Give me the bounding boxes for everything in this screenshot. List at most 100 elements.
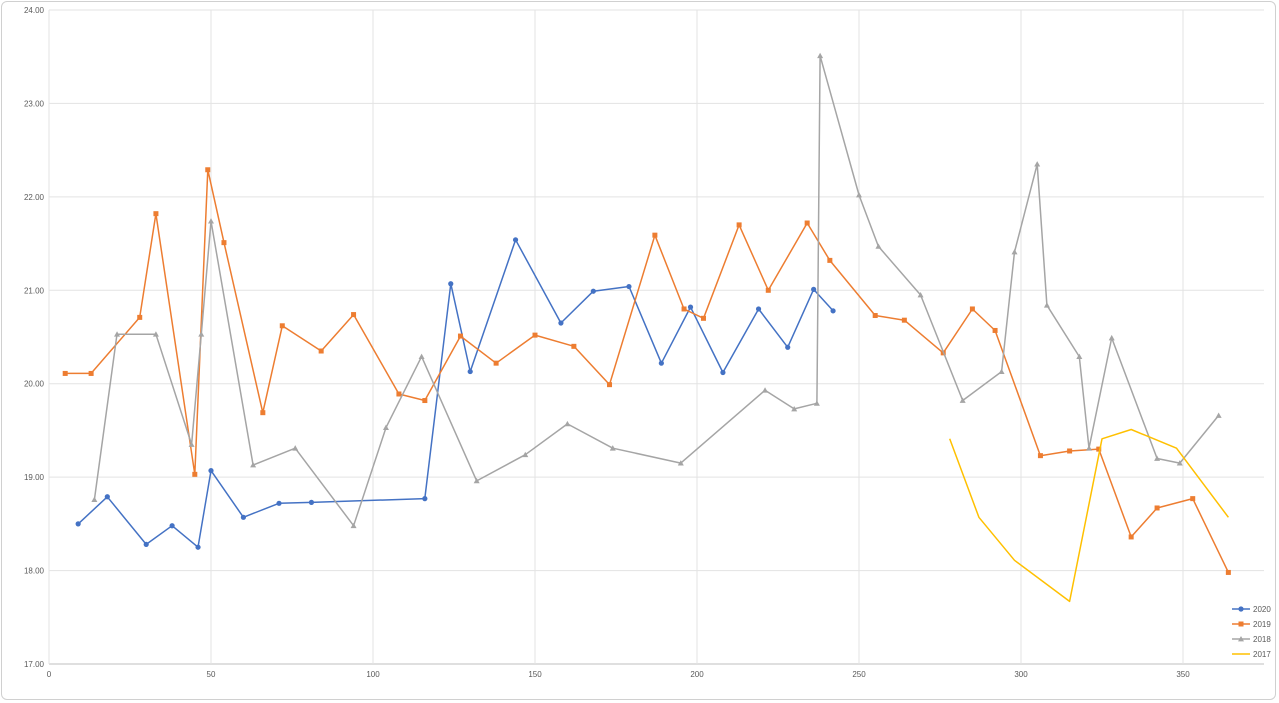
x-tick-label: 50 <box>207 670 216 679</box>
data-point-2018 <box>1108 334 1115 341</box>
x-tick-label: 0 <box>47 670 52 679</box>
gridlines <box>48 9 1264 665</box>
data-point-2019 <box>681 306 687 312</box>
data-point-2019 <box>88 370 94 376</box>
series-2019 <box>62 167 1231 575</box>
legend: 2020 2019 2018 2017 <box>1232 605 1271 659</box>
data-point-2019 <box>872 313 878 319</box>
data-point-2018 <box>677 460 684 466</box>
data-point-2019 <box>700 315 706 321</box>
data-point-2018 <box>1011 248 1018 255</box>
data-point-2020 <box>169 523 175 529</box>
data-point-2019 <box>221 240 227 246</box>
data-point-2018 <box>292 445 299 451</box>
axes: 17.00 18.00 19.00 20.00 21.00 22.00 23.00 24.00… <box>24 6 1190 679</box>
y-tick-label: 19.00 <box>24 473 45 482</box>
data-point-2018 <box>418 353 425 360</box>
y-tick-label: 17.00 <box>24 660 45 669</box>
data-point-2018 <box>1176 460 1183 466</box>
data-point-2018 <box>998 368 1005 374</box>
legend-label: 2017 <box>1253 650 1271 659</box>
data-point-2019 <box>532 332 538 338</box>
series-line-2018 <box>93 55 1220 527</box>
data-point-2020 <box>143 541 149 548</box>
data-point-2018 <box>813 400 820 406</box>
data-point-2020 <box>195 544 201 550</box>
data-point-2018 <box>791 405 798 412</box>
data-point-2019 <box>1128 534 1134 540</box>
data-point-2020 <box>422 496 428 502</box>
data-point-2018 <box>917 291 924 298</box>
data-point-2019 <box>804 220 810 226</box>
data-point-2019 <box>260 410 266 416</box>
data-point-2020 <box>448 281 454 287</box>
data-point-2020 <box>240 514 246 520</box>
data-point-2020 <box>785 344 791 350</box>
data-point-2020 <box>687 304 694 310</box>
data-point-2019 <box>765 287 771 293</box>
data-point-2018 <box>564 420 571 427</box>
data-point-2018 <box>473 477 480 484</box>
data-point-2018 <box>856 191 862 198</box>
data-point-2019 <box>571 343 577 349</box>
data-point-2019 <box>992 327 998 333</box>
series-line-2017 <box>948 428 1229 603</box>
y-tick-label: 21.00 <box>24 286 45 295</box>
data-point-2020 <box>626 283 632 290</box>
data-point-2018 <box>522 451 529 458</box>
data-point-2019 <box>1037 453 1043 459</box>
data-point-2019 <box>396 391 402 397</box>
series-2020 <box>75 237 836 550</box>
data-point-2018 <box>1215 412 1222 418</box>
data-point-2019 <box>279 323 285 329</box>
data-point-2018 <box>1043 302 1050 308</box>
data-point-2019 <box>827 257 833 263</box>
data-point-2020 <box>104 494 110 500</box>
x-tick-label: 350 <box>1176 670 1190 679</box>
data-point-2019 <box>736 222 742 228</box>
data-point-2018 <box>114 331 121 337</box>
data-point-2020 <box>208 468 214 474</box>
data-point-2018 <box>817 52 824 59</box>
data-point-2020 <box>755 306 762 312</box>
data-point-2019 <box>153 211 159 217</box>
data-point-2019 <box>62 370 68 376</box>
data-point-2018 <box>1086 445 1093 451</box>
data-point-2018 <box>1154 455 1161 461</box>
data-point-2018 <box>350 522 357 529</box>
data-point-2019 <box>422 398 428 404</box>
y-tick-label: 18.00 <box>24 567 45 576</box>
data-point-2019 <box>901 317 907 323</box>
legend-marker <box>1238 606 1244 612</box>
data-point-2019 <box>318 348 324 354</box>
data-point-2020 <box>512 237 519 243</box>
legend-item-2018: 2018 <box>1232 635 1271 644</box>
data-point-2020 <box>467 368 473 375</box>
x-tick-label: 150 <box>528 670 542 679</box>
data-point-2020 <box>830 308 836 314</box>
series-line-2020 <box>77 239 834 548</box>
data-point-2019 <box>1096 446 1102 452</box>
data-point-2020 <box>658 360 664 366</box>
data-point-2018 <box>198 331 205 337</box>
data-point-2018 <box>959 397 966 403</box>
data-point-2020 <box>75 521 81 527</box>
series-2018 <box>91 52 1222 529</box>
data-point-2018 <box>1034 161 1041 167</box>
data-point-2019 <box>652 232 658 238</box>
data-point-2018 <box>91 496 98 502</box>
x-tick-label: 100 <box>366 670 380 679</box>
series-2017 <box>948 428 1229 603</box>
data-point-2018 <box>1076 353 1083 360</box>
legend-marker <box>1238 621 1244 627</box>
y-tick-label: 23.00 <box>24 99 45 108</box>
data-point-2020 <box>590 288 596 294</box>
data-point-2019 <box>969 306 975 312</box>
data-point-2018 <box>875 243 882 249</box>
data-point-2019 <box>1067 448 1073 454</box>
legend-label: 2020 <box>1253 605 1271 614</box>
data-point-2020 <box>276 500 282 506</box>
data-point-2019 <box>457 333 463 339</box>
x-tick-label: 250 <box>852 670 866 679</box>
